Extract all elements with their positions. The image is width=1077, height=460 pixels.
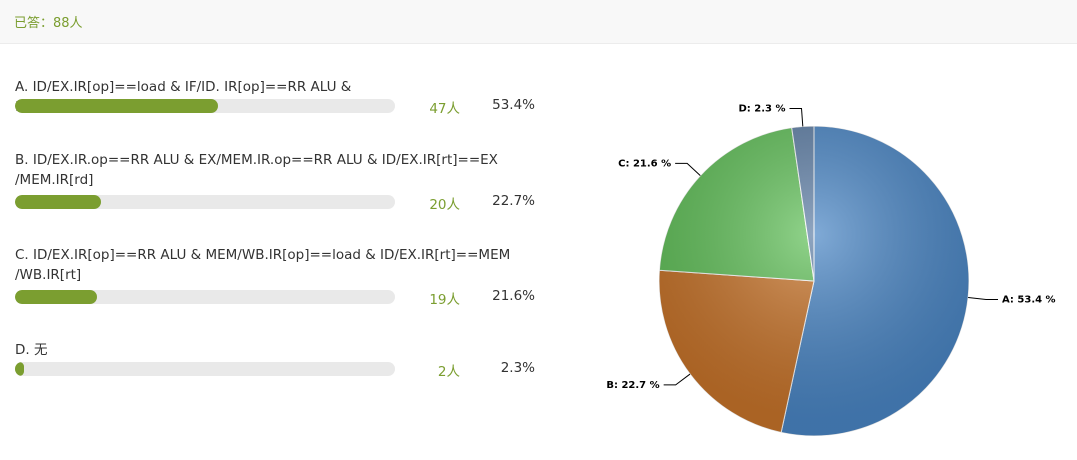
pie-slice bbox=[658, 127, 815, 282]
leader-line bbox=[968, 297, 999, 300]
vote-count: 47人 bbox=[429, 101, 460, 117]
answered-count: 已答：88人 bbox=[14, 16, 83, 31]
progress-track bbox=[15, 362, 395, 376]
vote-percent: 22.7% bbox=[492, 193, 535, 209]
progress-bar bbox=[15, 362, 24, 376]
progress-bar bbox=[15, 195, 102, 209]
vote-count: 2人 bbox=[437, 364, 460, 380]
vote-percent: 53.4% bbox=[492, 97, 535, 113]
option-text: D. 无 bbox=[15, 342, 48, 358]
progress-bar bbox=[15, 290, 98, 304]
slice-label: B: 22.7 % bbox=[606, 380, 659, 391]
leader-line bbox=[675, 162, 701, 176]
progress-track bbox=[15, 290, 395, 304]
leader-line bbox=[789, 107, 804, 127]
progress-track bbox=[15, 195, 395, 209]
vote-percent: 21.6% bbox=[492, 288, 535, 304]
vote-count: 19人 bbox=[429, 292, 460, 308]
option-text: C. ID/EX.IR[op]==RR ALU & MEM/WB.IR[op]=… bbox=[15, 247, 511, 283]
progress-track bbox=[15, 99, 395, 113]
progress-bar bbox=[15, 99, 218, 113]
slice-label: C: 21.6 % bbox=[618, 158, 671, 169]
leader-line bbox=[663, 373, 691, 386]
slice-label: D: 2.3 % bbox=[739, 103, 786, 114]
vote-count: 20人 bbox=[429, 197, 460, 213]
vote-percent: 2.3% bbox=[500, 360, 535, 376]
header: 已答：88人 bbox=[0, 0, 1077, 44]
slice-label: A: 53.4 % bbox=[1002, 294, 1056, 305]
option-text: B. ID/EX.IR.op==RR ALU & EX/MEM.IR.op==R… bbox=[15, 152, 498, 188]
